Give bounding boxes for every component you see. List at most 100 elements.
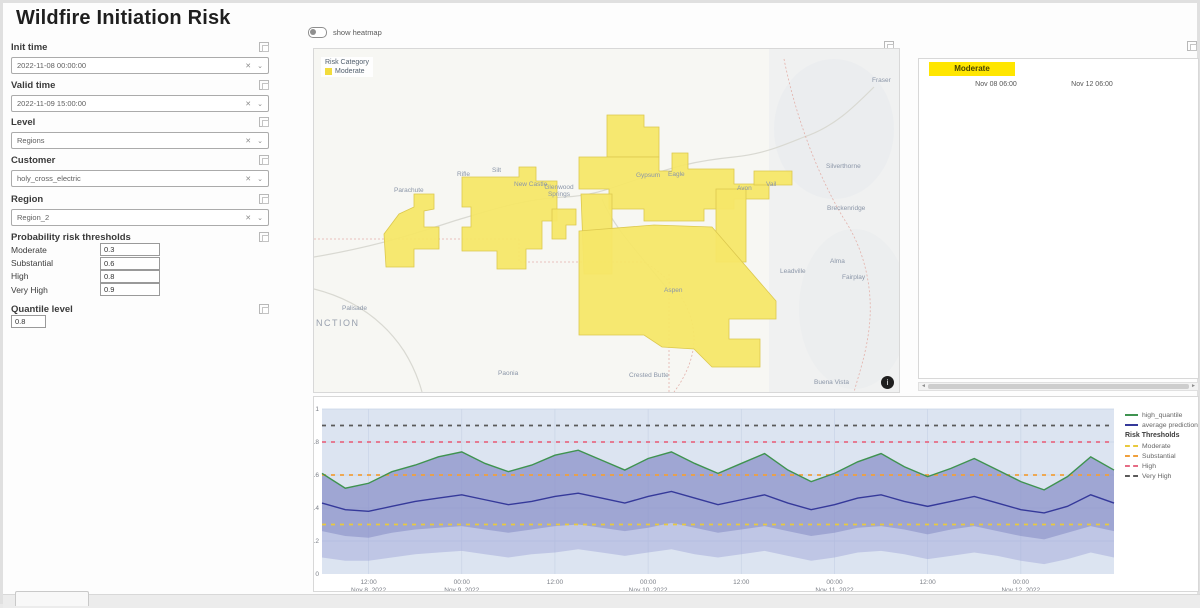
clear-icon[interactable]: ✕ <box>245 100 252 108</box>
svg-text:12:00: 12:00 <box>733 579 750 586</box>
svg-text:1: 1 <box>315 406 319 413</box>
svg-text:Fraser: Fraser <box>872 77 892 84</box>
svg-text:Silverthorne: Silverthorne <box>826 163 861 170</box>
slicer-label: Region <box>11 193 44 205</box>
timeline-hscrollbar[interactable]: ◄ ► <box>918 382 1199 391</box>
threshold-label-high: High <box>11 271 29 282</box>
focus-mode-icon[interactable] <box>259 117 269 127</box>
svg-text:00:00: 00:00 <box>826 579 843 586</box>
focus-mode-icon[interactable] <box>1187 41 1197 51</box>
threshold-legend-item: High <box>1125 461 1200 471</box>
map-town-labels: Parachute Rifle Silt New CastleGlenwoodSpri… <box>316 77 892 386</box>
risk-map[interactable]: Parachute Rifle Silt New CastleGlenwoodSpri… <box>313 49 909 393</box>
thresholds-title: Probability risk thresholds <box>11 231 131 243</box>
legend-line-icon <box>1125 455 1138 457</box>
page-tab[interactable] <box>15 591 89 606</box>
svg-text:Rifle: Rifle <box>457 171 470 178</box>
scrollbar-thumb[interactable] <box>928 384 1189 389</box>
svg-text:00:00: 00:00 <box>1013 579 1030 586</box>
customer-dropdown[interactable]: holy_cross_electric ✕ ⌄ <box>11 170 269 187</box>
map-visual[interactable]: Parachute Rifle Silt New Castle Glenwood Spri… <box>313 48 909 393</box>
chart-legend-item: average prediction <box>1125 420 1200 430</box>
clear-icon[interactable]: ✕ <box>245 62 252 70</box>
svg-text:Buena Vista: Buena Vista <box>814 379 849 386</box>
threshold-input-substantial[interactable] <box>100 256 160 270</box>
risk-thresholds-legend-title: Risk Thresholds <box>1125 432 1180 439</box>
svg-text:Gypsum: Gypsum <box>636 172 660 179</box>
svg-text:Fairplay: Fairplay <box>842 274 866 281</box>
focus-mode-icon[interactable] <box>259 42 269 52</box>
svg-text:Parachute: Parachute <box>394 187 424 194</box>
slicer-label: Valid time <box>11 79 56 91</box>
map-legend: Risk Category Moderate <box>321 57 373 77</box>
toggle-knob <box>310 29 316 35</box>
svg-text:Nov 11, 2022: Nov 11, 2022 <box>815 587 854 591</box>
focus-mode-icon[interactable] <box>259 194 269 204</box>
chevron-down-icon[interactable]: ⌄ <box>257 62 263 70</box>
svg-text:Springs: Springs <box>548 191 571 198</box>
svg-text:12:00: 12:00 <box>547 579 564 586</box>
chevron-down-icon[interactable]: ⌄ <box>257 100 263 108</box>
legend-label: Substantial <box>1142 452 1176 460</box>
legend-label: high_quantile <box>1142 411 1183 419</box>
threshold-input-moderate[interactable] <box>100 243 160 257</box>
svg-text:Aspen: Aspen <box>664 287 683 294</box>
svg-text:Eagle: Eagle <box>668 171 685 178</box>
map-legend-title: Risk Category <box>325 59 369 66</box>
threshold-input-very-high[interactable] <box>100 283 160 297</box>
focus-mode-icon[interactable] <box>259 155 269 165</box>
svg-text:Crested Butte: Crested Butte <box>629 372 669 379</box>
svg-text:Nov 9, 2022: Nov 9, 2022 <box>444 587 479 591</box>
chevron-down-icon[interactable]: ⌄ <box>257 175 263 183</box>
svg-text:0.6: 0.6 <box>314 472 319 479</box>
scroll-right-icon[interactable]: ► <box>1191 383 1196 389</box>
threshold-input-high[interactable] <box>100 269 160 283</box>
init-time-dropdown[interactable]: 2022-11-08 00:00:00 ✕ ⌄ <box>11 57 269 74</box>
chevron-down-icon[interactable]: ⌄ <box>257 137 263 145</box>
region-dropdown[interactable]: Region_2 ✕ ⌄ <box>11 209 269 226</box>
valid-time-dropdown[interactable]: 2022-11-09 15:00:00 ✕ ⌄ <box>11 95 269 112</box>
svg-text:12:00: 12:00 <box>920 579 937 586</box>
level-dropdown[interactable]: Regions ✕ ⌄ <box>11 132 269 149</box>
dropdown-value: 2022-11-09 15:00:00 <box>17 99 87 108</box>
quantile-input[interactable] <box>11 315 46 329</box>
slicer-customer: Customer holy_cross_electric ✕ ⌄ <box>11 154 269 187</box>
risk-timeline-visual[interactable]: Moderate Nov 08 06:00 Nov 12 06:00 <box>918 58 1199 379</box>
svg-text:Nov 10, 2022: Nov 10, 2022 <box>629 587 668 591</box>
svg-text:Paonia: Paonia <box>498 370 519 377</box>
svg-text:12:00: 12:00 <box>360 579 377 586</box>
focus-mode-icon[interactable] <box>259 304 269 314</box>
legend-line-icon <box>1125 414 1138 416</box>
threshold-label-substantial: Substantial <box>11 258 54 269</box>
legend-label: High <box>1142 462 1156 470</box>
map-info-button[interactable]: i <box>881 376 894 389</box>
svg-text:0.2: 0.2 <box>314 538 319 545</box>
clear-icon[interactable]: ✕ <box>245 137 252 145</box>
legend-label-moderate: Moderate <box>335 68 365 75</box>
dropdown-value: Regions <box>17 136 45 145</box>
svg-text:Nov 12, 2022: Nov 12, 2022 <box>1001 587 1040 591</box>
timeline-tick: Nov 12 06:00 <box>1071 81 1113 88</box>
timeline-tick: Nov 08 06:00 <box>975 81 1017 88</box>
scroll-left-icon[interactable]: ◄ <box>921 383 926 389</box>
svg-text:Silt: Silt <box>492 167 501 174</box>
clear-icon[interactable]: ✕ <box>245 214 252 222</box>
threshold-legend-item: Very High <box>1125 471 1200 481</box>
focus-mode-icon[interactable] <box>259 232 269 242</box>
svg-text:0: 0 <box>315 571 319 578</box>
chevron-down-icon[interactable]: ⌄ <box>257 214 263 222</box>
slicer-region: Region Region_2 ✕ ⌄ <box>11 193 269 226</box>
legend-line-icon <box>1125 445 1138 447</box>
page-title: Wildfire Initiation Risk <box>16 7 231 29</box>
clear-icon[interactable]: ✕ <box>245 175 252 183</box>
dropdown-value: 2022-11-08 00:00:00 <box>17 61 87 70</box>
legend-line-icon <box>1125 475 1138 477</box>
show-heatmap-toggle[interactable] <box>308 27 327 38</box>
threshold-legend-item: Substantial <box>1125 451 1200 461</box>
legend-line-icon <box>1125 465 1138 467</box>
toggle-label: show heatmap <box>333 28 382 37</box>
focus-mode-icon[interactable] <box>259 80 269 90</box>
threshold-legend-item: Moderate <box>1125 441 1200 451</box>
